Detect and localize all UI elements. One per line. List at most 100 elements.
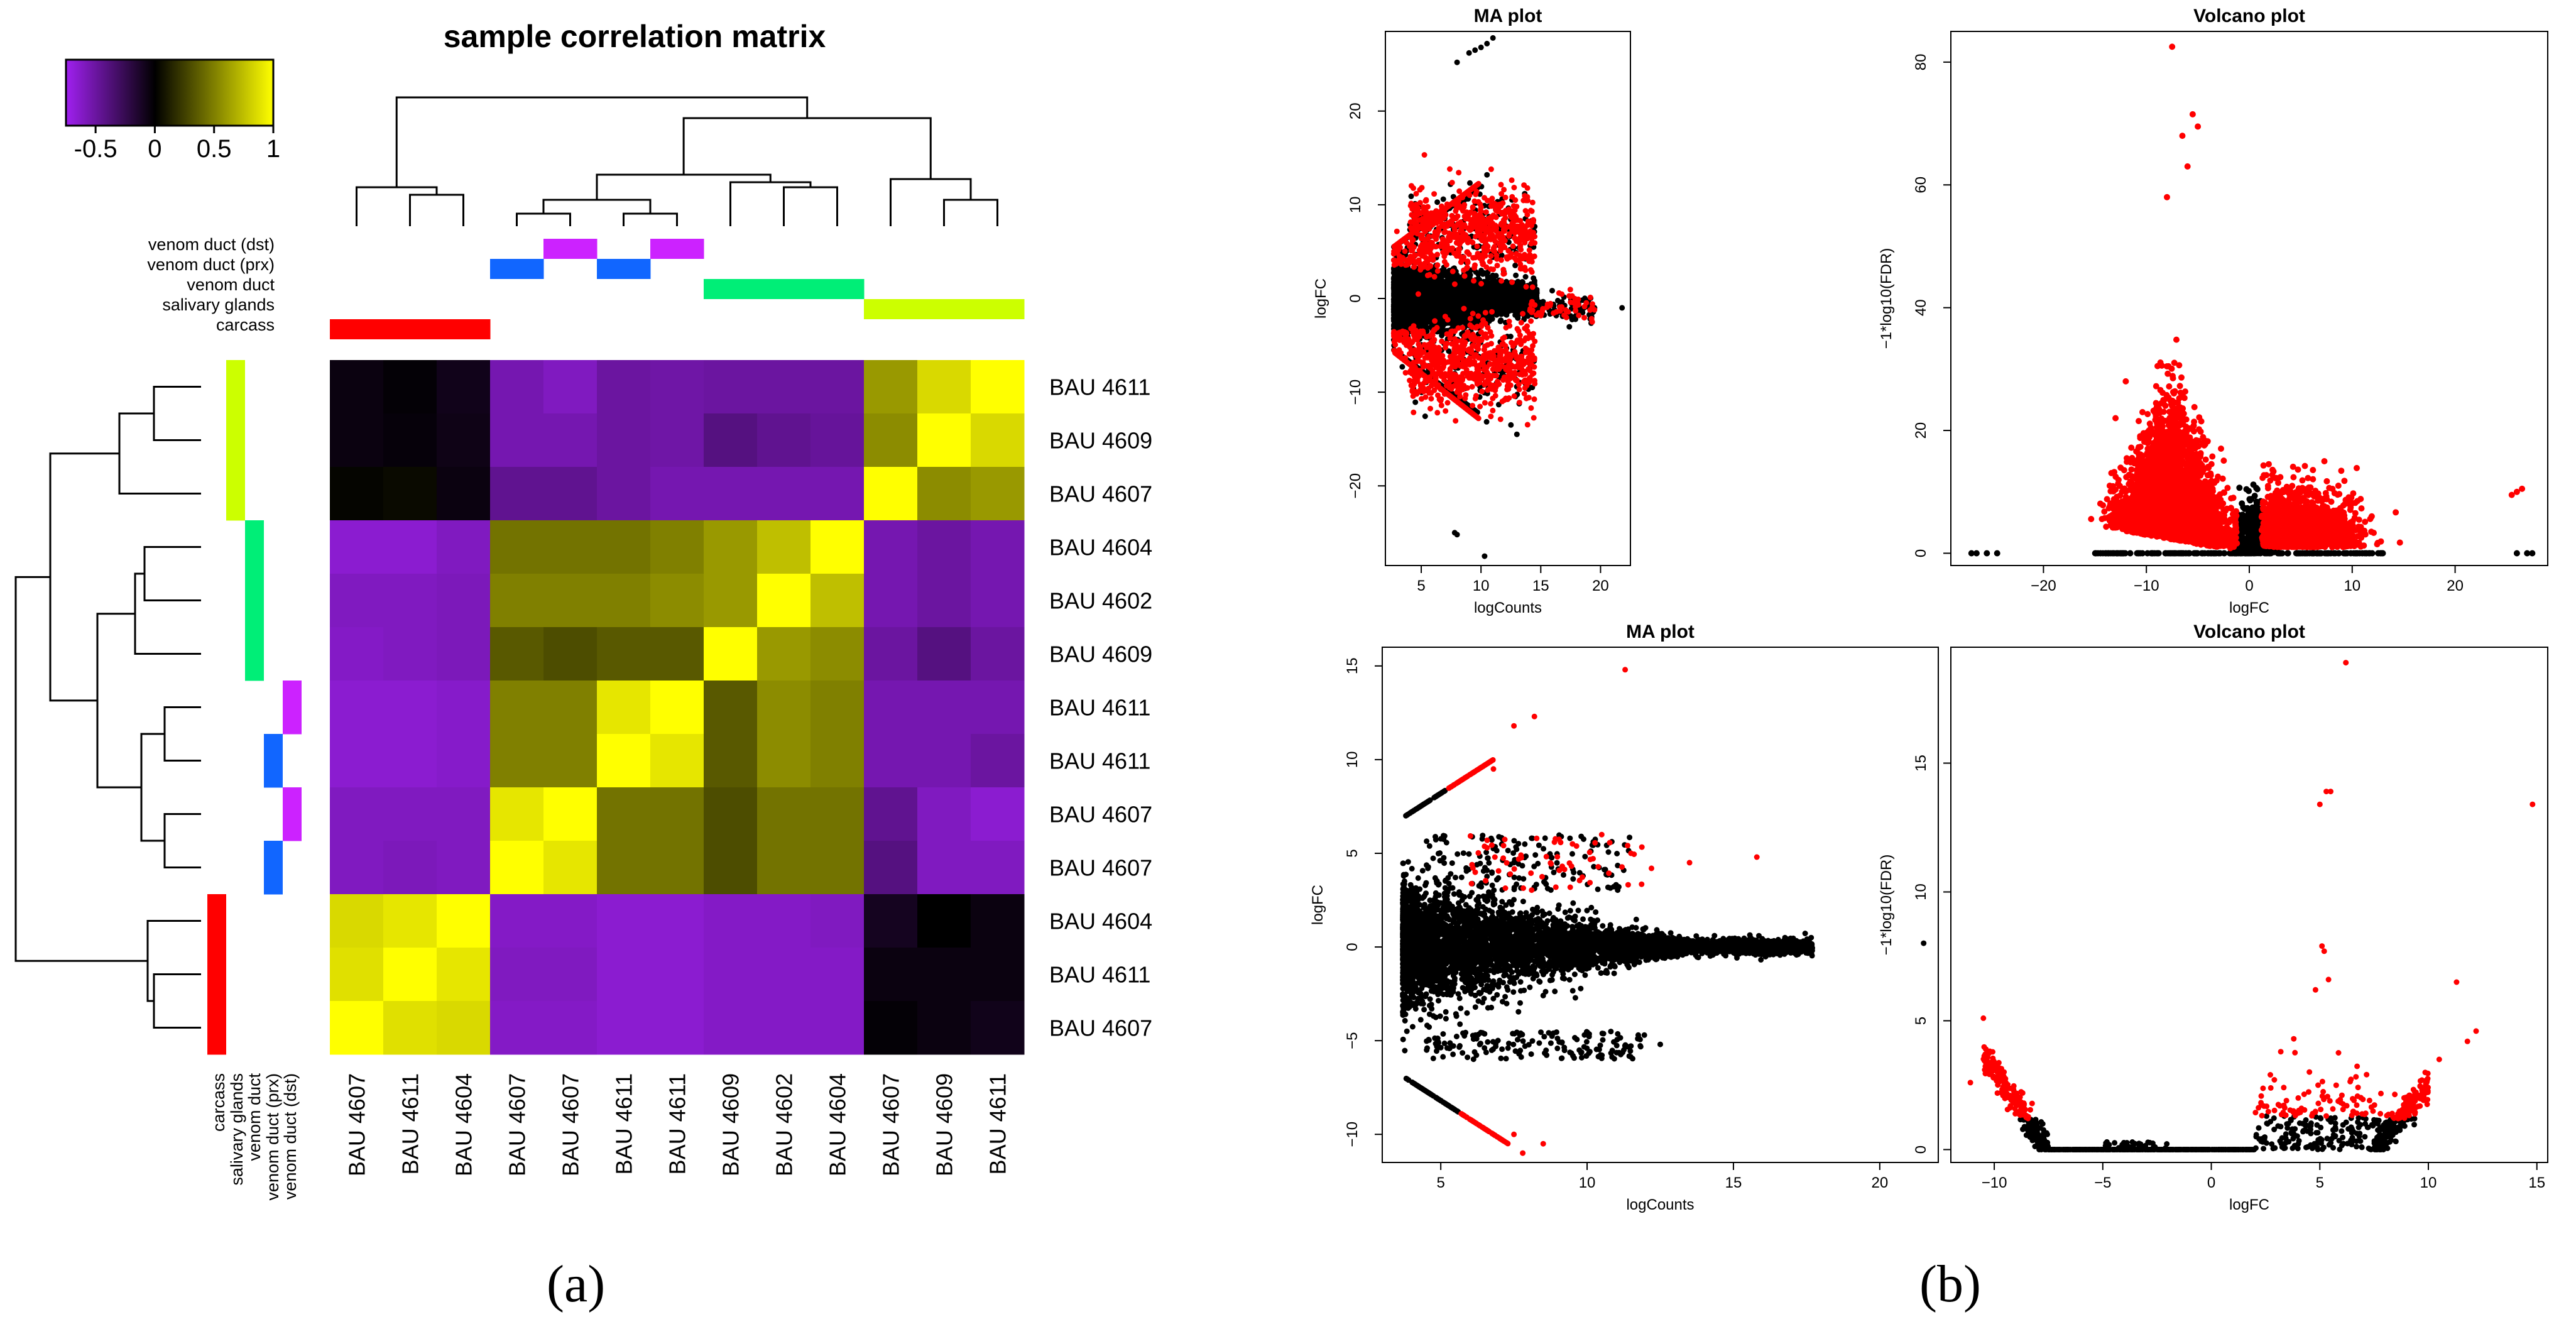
heatmap-cell xyxy=(810,734,865,788)
scatter-plot-2: Volcano plot −20 −10 0 10 20 0 20 40 60 80 logFC −1*… xyxy=(1878,6,2548,616)
heatmap-cell xyxy=(757,413,811,467)
heatmap-cell xyxy=(490,413,544,467)
plot-frame xyxy=(1382,647,1939,1163)
column-annotation-cell xyxy=(650,239,704,259)
column-annotation-cell xyxy=(597,259,651,279)
heatmap-cell xyxy=(917,948,971,1002)
plot-title: Volcano plot xyxy=(2193,621,2305,642)
heatmap-cell xyxy=(330,681,384,735)
points-not-significant xyxy=(1968,481,2536,557)
x-tick-label: 20 xyxy=(2447,577,2464,594)
dendrogram-branch xyxy=(542,199,652,214)
row-annotation-cell xyxy=(283,787,302,841)
annotation-track-label: venom duct (dst) xyxy=(281,1073,300,1200)
heatmap-cell xyxy=(971,734,1025,788)
heatmap-cell xyxy=(864,787,918,841)
heatmap-cell xyxy=(810,841,865,895)
row-label: BAU 4611 xyxy=(1049,375,1150,400)
heatmap-cell xyxy=(810,360,865,414)
heatmap-cell xyxy=(490,681,544,735)
row-dendrogram xyxy=(14,386,201,1029)
heatmap-cell xyxy=(917,360,971,414)
heatmap-cell xyxy=(597,681,651,735)
points-significant xyxy=(2088,43,2526,552)
y-tick-label: 20 xyxy=(1347,102,1364,119)
heatmap-cell xyxy=(704,894,758,948)
heatmap-cell xyxy=(490,894,544,948)
heatmap-cell xyxy=(704,520,758,574)
heatmap-cell xyxy=(757,574,811,628)
dendrogram-branch xyxy=(890,178,972,226)
heatmap-cell xyxy=(490,841,544,895)
heatmap-cell xyxy=(543,1001,598,1055)
heatmap-cell xyxy=(650,787,704,841)
row-annotation-cell xyxy=(245,627,264,681)
y-axis-label: logFC xyxy=(1313,278,1329,319)
x-tick-label: 20 xyxy=(1871,1174,1888,1191)
color-key-tick-label: 1 xyxy=(266,135,280,163)
heatmap-cell xyxy=(490,787,544,841)
y-tick-label: −20 xyxy=(1347,473,1364,499)
plot-title: MA plot xyxy=(1474,6,1542,26)
heatmap-cell xyxy=(597,627,651,681)
y-tick-label: 0 xyxy=(1347,294,1364,302)
heatmap-cell xyxy=(543,681,598,735)
y-tick-label: 10 xyxy=(1913,883,1929,900)
color-key: -0.5 0 0.5 1 xyxy=(65,58,280,163)
heatmap-cell xyxy=(704,841,758,895)
heatmap-cell xyxy=(704,467,758,521)
heatmap-cell xyxy=(704,627,758,681)
heatmap-cell xyxy=(917,627,971,681)
y-tick-label: 20 xyxy=(1913,422,1929,439)
heatmap-cell xyxy=(650,894,704,948)
annotation-legend: venom duct (dst)venom duct (prx)venom du… xyxy=(147,235,275,334)
column-annotation-cell xyxy=(383,319,437,339)
y-tick-label: 80 xyxy=(1913,53,1929,70)
y-tick-label: 10 xyxy=(1347,197,1364,214)
heatmap-cell xyxy=(543,841,598,895)
heatmap-cell xyxy=(757,841,811,895)
row-annotation-cell xyxy=(245,520,264,574)
heatmap-cell xyxy=(864,467,918,521)
x-tick-label: 0 xyxy=(2245,577,2253,594)
row-annotation-cell xyxy=(245,574,264,628)
col-label: BAU 4602 xyxy=(772,1073,797,1176)
row-label: BAU 4607 xyxy=(1049,1015,1152,1041)
heatmap-cell xyxy=(383,627,437,681)
heatmap-cell xyxy=(437,627,491,681)
x-tick-label: −10 xyxy=(1982,1174,2007,1191)
column-dendrogram xyxy=(356,96,998,226)
heatmap-cell xyxy=(917,413,971,467)
heatmap-cell xyxy=(757,1001,811,1055)
heatmap-cell xyxy=(437,734,491,788)
heatmap-cell xyxy=(704,948,758,1002)
column-annotation-cell xyxy=(437,319,491,339)
heatmap-cell xyxy=(971,413,1025,467)
heatmap-cell xyxy=(437,841,491,895)
points-not-significant xyxy=(1390,35,1625,559)
annotation-legend-item: venom duct (dst) xyxy=(148,235,275,254)
heatmap-title: sample correlation matrix xyxy=(444,19,826,54)
row-annotation-cell xyxy=(226,413,245,467)
color-key-tick-label: -0.5 xyxy=(74,135,117,163)
color-key-tick-label: 0 xyxy=(148,135,161,163)
heatmap-cell xyxy=(917,520,971,574)
dendrogram-branch xyxy=(163,706,201,762)
heatmap-cell xyxy=(383,948,437,1002)
dendrogram-branch xyxy=(596,173,772,200)
y-axis-label: logFC xyxy=(1309,885,1326,925)
heatmap-cell xyxy=(971,948,1025,1002)
x-tick-label: −5 xyxy=(2094,1174,2111,1191)
col-label: BAU 4607 xyxy=(558,1073,584,1176)
y-tick-label: −10 xyxy=(1347,380,1364,405)
heatmap-cell xyxy=(330,627,384,681)
dendrogram-branch xyxy=(143,546,201,601)
annotation-legend-item: venom duct (prx) xyxy=(147,255,275,274)
dendrogram-branch xyxy=(395,96,809,187)
panel-label-b: (b) xyxy=(1919,1255,1981,1313)
y-tick-label: 60 xyxy=(1913,177,1929,194)
annotation-legend-item: carcass xyxy=(216,315,275,334)
heatmap-cell xyxy=(810,948,865,1002)
heatmap-cell xyxy=(864,360,918,414)
